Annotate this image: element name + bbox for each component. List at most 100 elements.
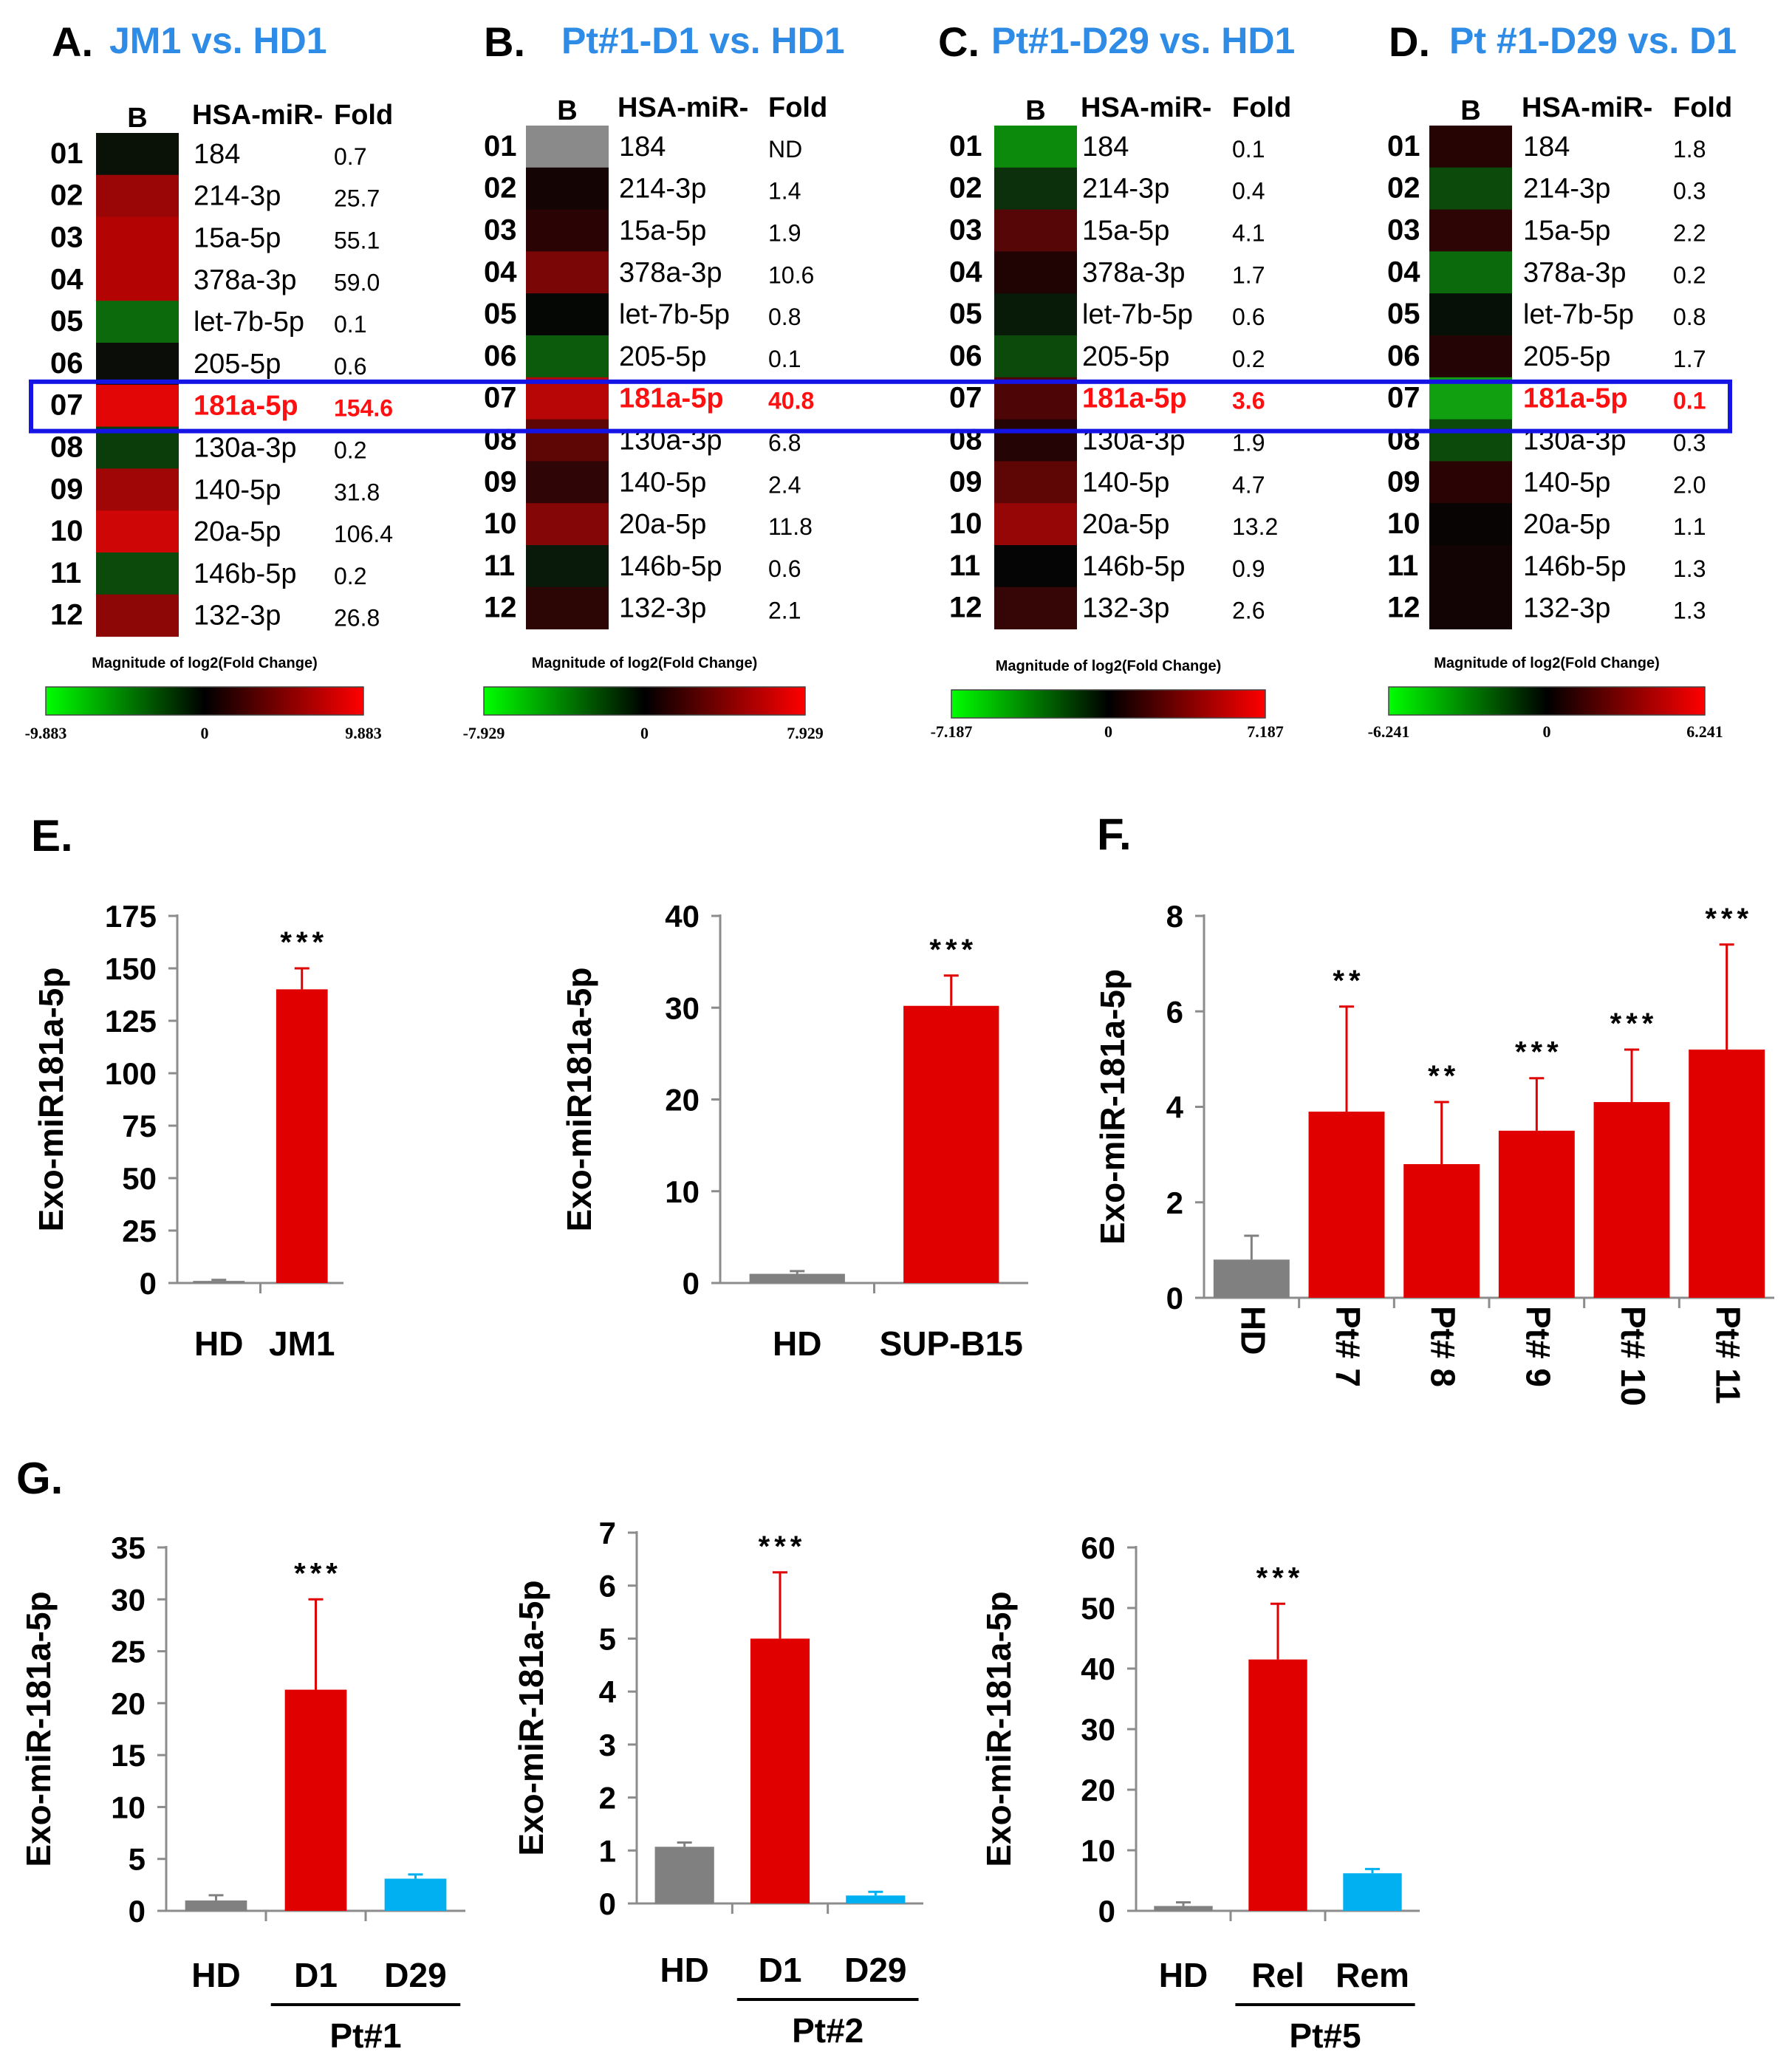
mirna-name: 15a-5p	[1523, 215, 1610, 246]
mirna-name: 378a-3p	[1523, 257, 1626, 288]
bar	[185, 1900, 247, 1911]
color-scale-min: -7.187	[931, 722, 973, 741]
row-number: 11	[949, 550, 980, 582]
heatmap-cell	[526, 209, 609, 252]
mirna-name: 20a-5p	[1523, 509, 1610, 540]
color-scale-min: -6.241	[1368, 722, 1410, 741]
y-tick-label: 35	[111, 1530, 146, 1565]
heatmap-cell	[994, 419, 1077, 462]
heatmap-cell	[96, 426, 179, 469]
row-number: 02	[1387, 172, 1420, 205]
group-label: Pt#5	[1289, 2016, 1361, 2055]
panel-letter: E.	[31, 811, 73, 861]
heatmap-cell	[526, 167, 609, 211]
fold-value: 6.8	[768, 429, 801, 456]
row-number: 04	[484, 256, 517, 288]
row-number: 03	[949, 213, 982, 246]
row-number: 01	[484, 130, 517, 162]
fold-value: 0.8	[768, 304, 801, 330]
mirna-name: 20a-5p	[1082, 509, 1169, 540]
bar	[1593, 1102, 1670, 1298]
row-number: 09	[50, 473, 83, 505]
bar-chart-panels: E.0255075100125150175Exo-miR181a-5pHD***…	[16, 810, 1774, 2055]
color-scale-min: -7.929	[463, 724, 505, 742]
bar	[1403, 1164, 1480, 1298]
heatmap-cell	[526, 293, 609, 336]
mirna-name: 132-3p	[194, 601, 281, 632]
fold-value: 0.7	[334, 143, 366, 170]
heatmap-cell	[96, 510, 179, 553]
y-tick-label: 7	[599, 1516, 616, 1550]
color-scale-bar	[951, 689, 1266, 719]
column-header-mirna: HSA-miR-	[618, 92, 748, 123]
heatmap-cell	[526, 503, 609, 546]
fold-value: 55.1	[334, 227, 380, 253]
heatmap-cell	[994, 293, 1077, 336]
color-scale-title: Magnitude of log2(Fold Change)	[532, 655, 758, 671]
x-tick-label: HD	[1234, 1306, 1272, 1355]
x-tick-label: JM1	[269, 1324, 335, 1363]
x-tick-label: HD	[194, 1324, 243, 1363]
mirna-name: 378a-3p	[194, 264, 296, 295]
significance-marker: ***	[1515, 1036, 1563, 1069]
mirna-name: 132-3p	[1523, 593, 1610, 624]
row-number: 06	[949, 340, 982, 372]
x-tick-label: HD	[660, 1951, 708, 1989]
y-tick-label: 1	[599, 1833, 616, 1868]
mirna-name: 181a-5p	[1082, 383, 1187, 414]
row-number: 06	[1387, 340, 1420, 372]
fold-value: 40.8	[768, 388, 814, 414]
y-axis-label: Exo-miR-181a-5p	[19, 1591, 58, 1867]
mirna-name: 140-5p	[619, 467, 706, 498]
heatmap-cell	[994, 377, 1077, 420]
color-scale-bar	[45, 686, 364, 716]
color-scale-zero: 0	[201, 724, 209, 742]
y-tick-label: 0	[140, 1266, 157, 1301]
y-tick-label: 2	[1166, 1186, 1183, 1220]
heatmap-cell	[994, 251, 1077, 294]
row-number: 01	[50, 137, 83, 170]
x-tick-label: Pt# 10	[1614, 1306, 1652, 1406]
fold-value: 25.7	[334, 185, 380, 212]
y-tick-label: 30	[665, 991, 700, 1025]
fold-value: 0.1	[1232, 136, 1265, 162]
row-number: 02	[949, 172, 982, 205]
mirna-name: 15a-5p	[619, 215, 706, 246]
mirna-name: 132-3p	[619, 593, 706, 624]
row-number: 08	[484, 423, 517, 456]
bar	[846, 1895, 906, 1903]
panel-title: JM1 vs. HD1	[109, 20, 327, 61]
row-number: 09	[949, 465, 982, 498]
mirna-name: 20a-5p	[619, 509, 706, 540]
heatmap-cell	[526, 419, 609, 462]
row-number: 05	[1387, 298, 1420, 330]
heatmap-cell	[1429, 461, 1512, 504]
mirna-name: let-7b-5p	[194, 307, 304, 338]
fold-value: 1.3	[1673, 555, 1706, 582]
mirna-name: 181a-5p	[619, 383, 724, 414]
mirna-name: 130a-3p	[194, 432, 296, 463]
mirna-name: 205-5p	[1523, 341, 1610, 372]
panel-title: Pt #1-D29 vs. D1	[1449, 20, 1737, 61]
row-number: 04	[1387, 256, 1420, 288]
bar-chart-g2: 0 1 2 3 4 5 6 7 Exo-miR-181a-5p HD *** D1 D29 Pt#2	[512, 1516, 923, 2050]
heatmap-cell	[96, 384, 179, 428]
highlight-box-181a	[29, 379, 1732, 434]
mirna-name: 214-3p	[1523, 174, 1610, 205]
row-number: 08	[1387, 423, 1420, 456]
row-number: 03	[50, 221, 83, 253]
x-tick-label: Pt# 9	[1519, 1306, 1557, 1387]
significance-marker: ***	[280, 926, 328, 959]
color-scale-bar	[483, 686, 806, 716]
fold-value: 0.1	[1673, 388, 1706, 414]
fold-value: 0.6	[1232, 304, 1265, 330]
significance-marker: **	[1428, 1060, 1460, 1092]
significance-marker: ***	[294, 1557, 342, 1590]
y-axis-label: Exo-miR-181a-5p	[512, 1580, 550, 1855]
row-number: 12	[484, 592, 517, 624]
significance-marker: ***	[1256, 1561, 1304, 1594]
mirna-name: 15a-5p	[194, 222, 281, 253]
row-number: 04	[50, 263, 83, 295]
mirna-name: let-7b-5p	[619, 299, 730, 330]
y-tick-label: 50	[1081, 1591, 1115, 1626]
